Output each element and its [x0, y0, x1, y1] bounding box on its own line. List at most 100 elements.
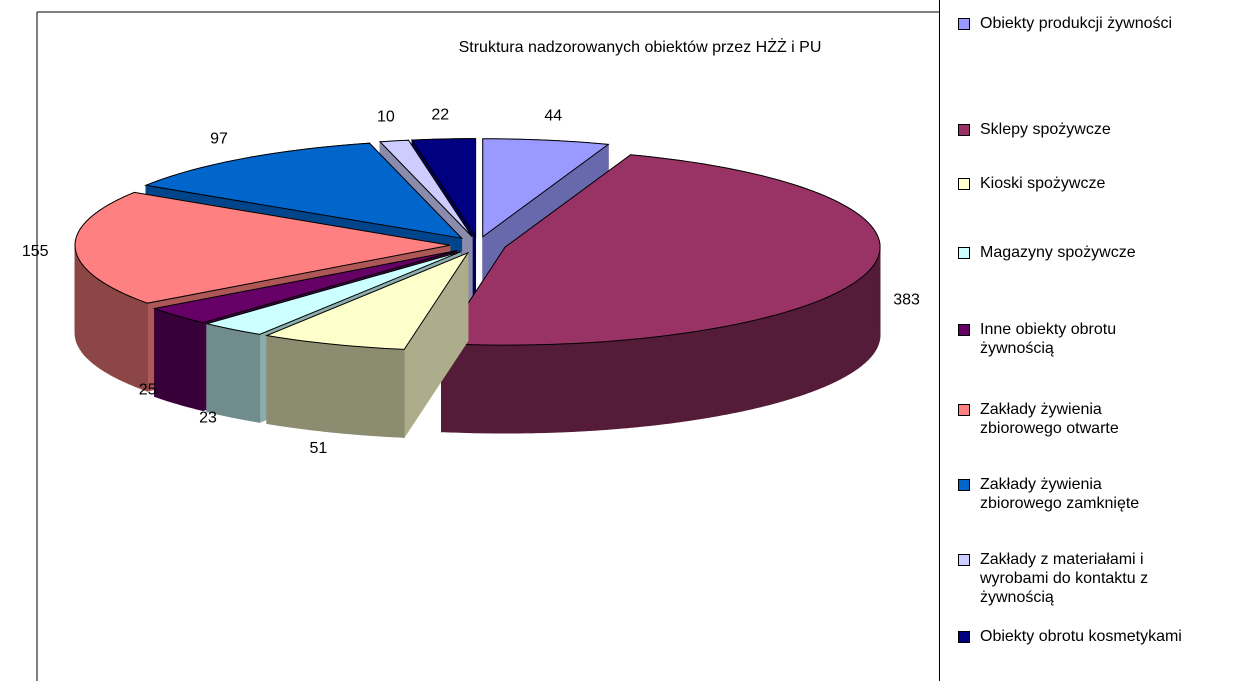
slice-side [332, 343, 344, 434]
legend-swatch [958, 18, 970, 30]
slice-side [474, 344, 487, 434]
legend-item: Kioski spożywcze [958, 174, 1250, 193]
slice-side [573, 342, 586, 432]
slice-side [485, 344, 498, 434]
slice-side [128, 295, 136, 388]
slice-side [834, 290, 841, 383]
slice-side [752, 318, 762, 410]
slice-side [187, 318, 196, 410]
slice-side [864, 271, 869, 364]
slice-side [817, 298, 825, 390]
slice-side [383, 347, 395, 438]
slice-side [195, 320, 204, 412]
legend-label: Zakłady z materiałami i wyrobami do kont… [980, 551, 1149, 606]
slice-side [393, 348, 405, 438]
legend-swatch [958, 247, 970, 259]
slice-side [844, 284, 851, 378]
slice-side [668, 333, 680, 424]
legend-label: Kioski spożywcze [980, 175, 1106, 192]
slice-side [617, 339, 629, 430]
slice-side [293, 339, 305, 430]
slice-side [853, 279, 859, 372]
slice-side [829, 292, 836, 385]
slice-side [166, 312, 175, 404]
value-label: 383 [893, 292, 920, 309]
legend-label: Obiekty obrotu kosmetykami [980, 628, 1182, 645]
slice-side [849, 282, 855, 375]
slice-side [783, 309, 792, 402]
slice-side [108, 285, 114, 378]
slice-side [798, 305, 806, 397]
slice-side [123, 292, 130, 385]
slice-side [776, 312, 785, 404]
legend-swatch [958, 554, 970, 566]
slice-top [411, 138, 477, 239]
slice-side [707, 327, 718, 418]
slice-side [507, 344, 520, 434]
slice-side [791, 307, 799, 399]
slice-top [152, 250, 458, 324]
legend-swatch [958, 404, 970, 416]
slice-side [595, 341, 608, 431]
slice-side [716, 325, 727, 417]
slice-side [206, 323, 216, 415]
slice-side [86, 268, 91, 362]
slice-side [638, 337, 650, 428]
slice-side [214, 325, 225, 417]
legend-item: Inne obiekty obrotu żywnością [958, 320, 1155, 358]
slice-top [264, 251, 470, 350]
slice-side [529, 344, 542, 434]
slice-side [627, 338, 640, 429]
legend-item: Obiekty obrotu kosmetykami [958, 627, 1250, 646]
slice-side [743, 320, 753, 412]
slice-side [861, 273, 866, 367]
slice-side [840, 287, 846, 380]
slice-side [231, 328, 242, 420]
slice-side [275, 336, 286, 427]
slice-side [240, 330, 251, 422]
slice-side [688, 330, 700, 421]
legend-item: Obiekty produkcji żywności [958, 14, 1250, 33]
value-label: 44 [544, 108, 562, 125]
slice-side [223, 327, 233, 418]
value-label: 51 [310, 440, 328, 457]
value-label: 155 [22, 243, 49, 260]
legend-label: Sklepy spożywcze [980, 121, 1111, 138]
slice-side [823, 295, 831, 388]
slice-side [342, 344, 354, 435]
slice-side [352, 345, 364, 436]
slice-side [698, 329, 709, 420]
value-label: 10 [377, 109, 395, 126]
value-label: 97 [210, 130, 228, 147]
legend-label: Obiekty produkcji żywności [980, 15, 1173, 32]
slice-side [726, 323, 736, 415]
value-label: 22 [431, 106, 449, 123]
slice-side [103, 282, 110, 375]
legend-label: Zakłady żywienia zbiorowego otwarte [980, 401, 1119, 437]
legend-item: Magazyny spożywcze [958, 243, 1250, 262]
legend: Obiekty produkcji żywności Sklepy spożywc… [940, 0, 1252, 681]
slice-side [303, 340, 314, 431]
value-label: 25 [139, 382, 157, 399]
slice-side [811, 300, 819, 393]
slice-top [482, 138, 610, 238]
slice-side [463, 344, 475, 434]
legend-swatch [958, 479, 970, 491]
slice-side [584, 341, 597, 432]
legend-item: Zakłady z materiałami i wyrobami do kont… [958, 550, 1190, 607]
slice-side [322, 342, 334, 433]
slice-side [117, 290, 125, 383]
chart-title: Struktura nadzorowanych obiektów przez H… [459, 37, 822, 56]
slice-side [768, 314, 778, 406]
slice-side [734, 322, 745, 413]
slice-side [89, 271, 94, 364]
legend-label: Inne obiekty obrotu żywnością [980, 321, 1117, 357]
slice-side [134, 297, 142, 390]
chart: Struktura nadzorowanych obiektów przez H… [22, 0, 940, 681]
slice-side [658, 334, 670, 425]
slice-side [362, 346, 374, 437]
legend-item: Sklepy spożywcze [958, 120, 1250, 139]
slice-side [606, 340, 618, 430]
slice-side [180, 316, 189, 408]
